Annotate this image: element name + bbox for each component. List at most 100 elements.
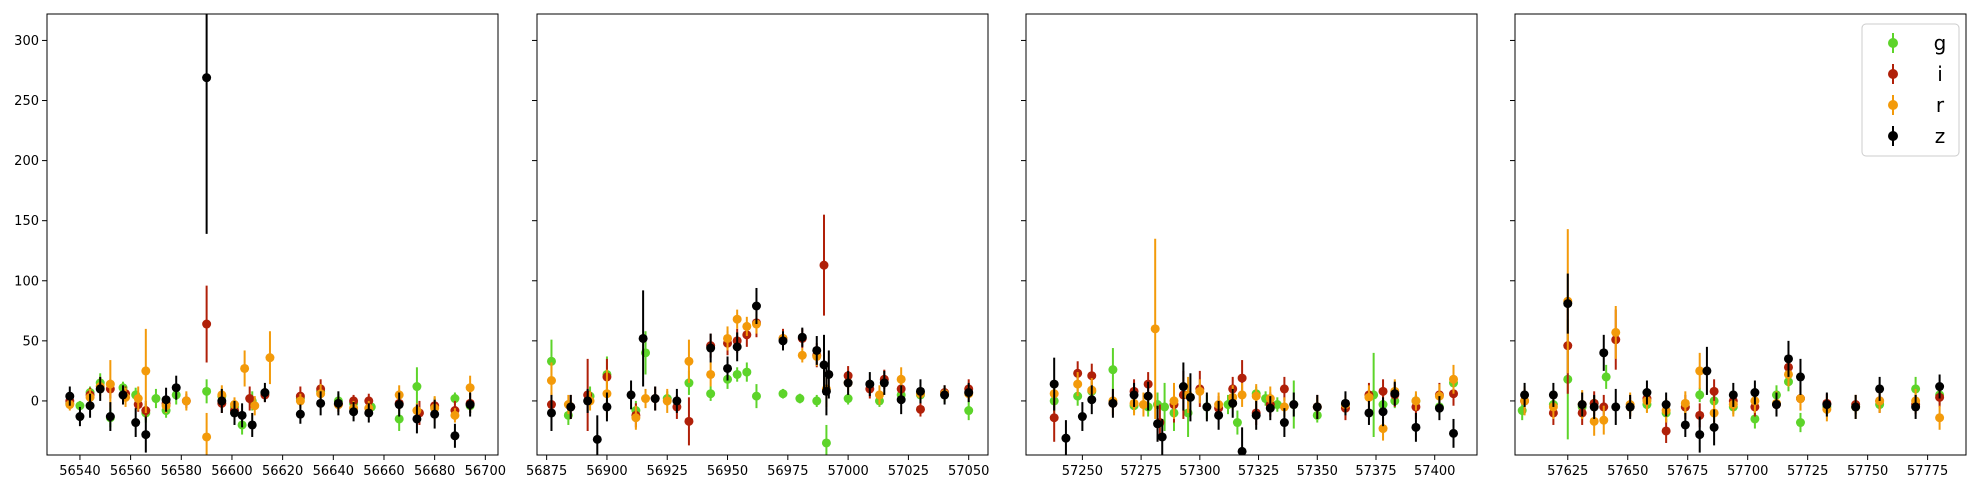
x-tick-label: 57375 xyxy=(1355,464,1396,479)
data-point xyxy=(364,408,374,418)
x-tick-label: 56975 xyxy=(767,464,808,479)
data-point xyxy=(1661,400,1671,410)
data-point xyxy=(265,353,275,363)
data-point xyxy=(812,396,822,406)
data-point xyxy=(1750,414,1760,424)
data-point xyxy=(1077,412,1087,422)
data-point xyxy=(1449,374,1459,384)
x-tick-label: 56925 xyxy=(647,464,688,479)
data-point xyxy=(626,390,636,400)
data-point xyxy=(1935,413,1945,423)
y-tick-label: 150 xyxy=(14,214,39,229)
data-point xyxy=(1601,372,1611,382)
x-tick-label: 57700 xyxy=(1727,464,1768,479)
data-point xyxy=(1150,324,1160,334)
legend-marker xyxy=(1888,38,1898,48)
x-tick-label: 57400 xyxy=(1414,464,1455,479)
data-point xyxy=(1202,402,1212,412)
series-i xyxy=(1520,297,1945,443)
data-point xyxy=(1589,416,1599,426)
data-point xyxy=(237,410,247,420)
data-point xyxy=(1935,382,1945,392)
data-point xyxy=(706,369,716,379)
data-point xyxy=(333,398,343,408)
data-point xyxy=(631,413,641,423)
legend-marker xyxy=(1888,69,1898,79)
x-tick-label: 57350 xyxy=(1297,464,1338,479)
data-point xyxy=(1237,373,1247,383)
legend-box xyxy=(1861,23,1960,157)
data-point xyxy=(641,394,651,404)
x-tick-label: 57775 xyxy=(1907,464,1948,479)
data-point xyxy=(1265,403,1275,413)
data-point xyxy=(250,401,260,411)
x-tick-label: 57250 xyxy=(1062,464,1103,479)
data-point xyxy=(1695,390,1705,400)
data-point xyxy=(240,363,250,373)
x-tick-label: 57000 xyxy=(827,464,868,479)
data-point xyxy=(295,396,305,406)
data-point xyxy=(141,366,151,376)
legend-marker xyxy=(1888,131,1898,141)
series-z xyxy=(1520,273,1945,453)
data-point xyxy=(797,350,807,360)
data-point xyxy=(843,378,853,388)
data-point xyxy=(430,409,440,419)
data-point xyxy=(1228,398,1238,408)
data-point xyxy=(217,396,227,406)
data-point xyxy=(1709,422,1719,432)
panel-4: 57625 57650 57675 57700 57725 57750 57775 xyxy=(1510,13,1967,479)
data-point xyxy=(229,408,239,418)
data-point xyxy=(1795,418,1805,428)
data-point xyxy=(1340,398,1350,408)
data-point xyxy=(450,431,460,441)
data-point xyxy=(751,391,761,401)
plot-area xyxy=(1049,238,1459,455)
data-point xyxy=(1750,388,1760,398)
data-point xyxy=(181,396,191,406)
data-point xyxy=(118,390,128,400)
legend-label-r: r xyxy=(1936,93,1945,117)
y-tick-label: 250 xyxy=(14,94,39,109)
y-tick-label: 300 xyxy=(14,34,39,49)
data-point xyxy=(1378,386,1388,396)
data-point xyxy=(394,414,404,424)
data-point xyxy=(1783,354,1793,364)
data-point xyxy=(1411,396,1421,406)
data-point xyxy=(1129,390,1139,400)
data-point xyxy=(723,363,733,373)
data-point xyxy=(650,394,660,404)
series-r xyxy=(546,309,974,430)
y-tick-label: 0 xyxy=(31,394,39,409)
data-point xyxy=(412,382,422,392)
data-point xyxy=(450,410,460,420)
data-point xyxy=(1279,402,1289,412)
data-point xyxy=(1169,396,1179,406)
data-point xyxy=(797,332,807,342)
x-tick-label: 57650 xyxy=(1607,464,1648,479)
data-point xyxy=(1661,426,1671,436)
series-g xyxy=(546,331,974,455)
data-point xyxy=(1178,382,1188,392)
data-point xyxy=(821,438,831,448)
data-point xyxy=(1108,398,1118,408)
data-point xyxy=(1577,400,1587,410)
data-point xyxy=(1272,400,1282,410)
data-point xyxy=(1702,366,1712,376)
data-point xyxy=(1279,418,1289,428)
data-point xyxy=(1680,420,1690,430)
data-point xyxy=(1312,402,1322,412)
x-tick-label: 56700 xyxy=(465,464,506,479)
data-point xyxy=(706,343,716,353)
data-point xyxy=(105,412,115,422)
x-tick-label: 57050 xyxy=(948,464,989,479)
data-point xyxy=(812,345,822,355)
data-point xyxy=(1049,413,1059,423)
y-tick-label: 50 xyxy=(22,334,39,349)
data-point xyxy=(450,394,460,404)
x-tick-label: 56660 xyxy=(363,464,404,479)
data-point xyxy=(583,396,593,406)
data-point xyxy=(1049,379,1059,389)
data-point xyxy=(141,430,151,440)
data-point xyxy=(1795,372,1805,382)
